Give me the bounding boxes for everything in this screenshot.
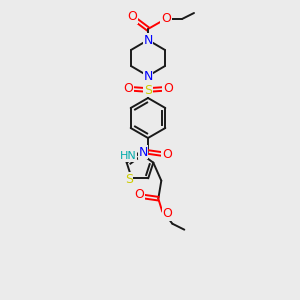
Text: O: O [161, 13, 171, 26]
Text: O: O [127, 11, 137, 23]
Text: S: S [125, 173, 133, 186]
Text: O: O [123, 82, 133, 94]
Text: N: N [143, 34, 153, 46]
Text: S: S [144, 83, 152, 97]
Text: HN: HN [120, 151, 136, 161]
Text: O: O [163, 82, 173, 94]
Text: O: O [134, 188, 144, 201]
Text: O: O [162, 148, 172, 161]
Text: O: O [162, 207, 172, 220]
Text: N: N [138, 146, 148, 158]
Text: N: N [143, 70, 153, 83]
